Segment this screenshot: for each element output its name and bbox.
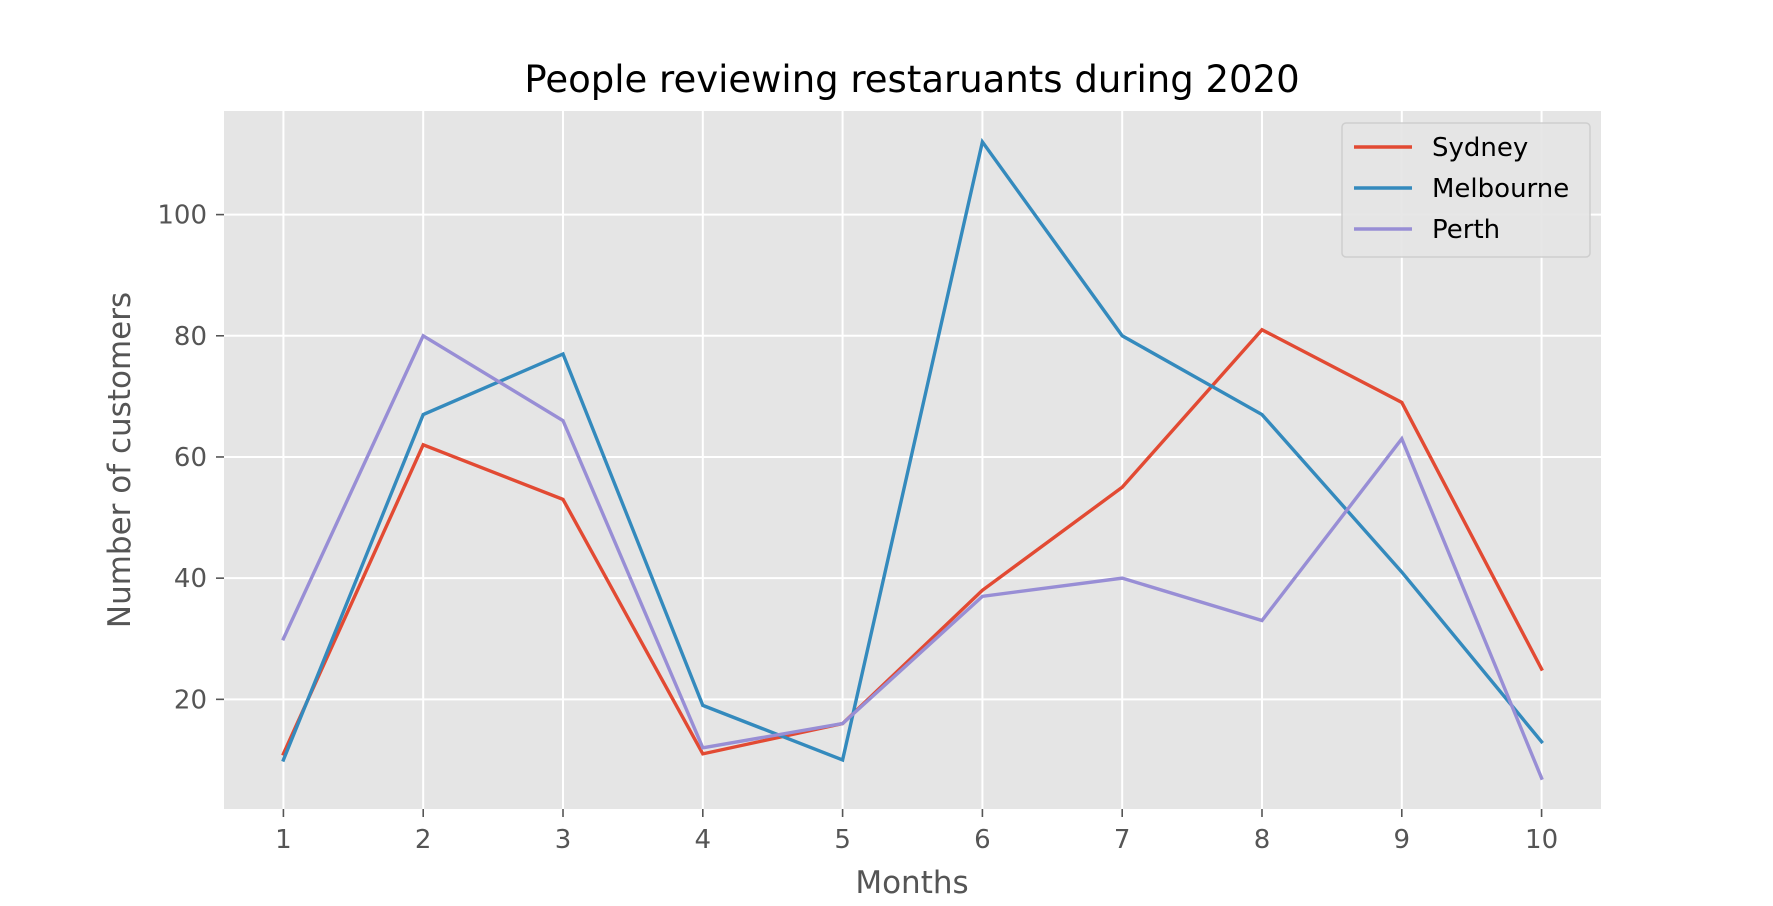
x-tick-label: 9 <box>1394 825 1411 855</box>
x-tick-label: 5 <box>834 825 851 855</box>
x-tick-label: 2 <box>415 825 432 855</box>
legend-entries: Sydney Melbourne Perth <box>1354 133 1569 245</box>
y-tick-label: 20 <box>174 685 207 715</box>
x-tick-label: 1 <box>275 825 292 855</box>
legend-box <box>1341 122 1591 258</box>
x-tick-label: 6 <box>974 825 991 855</box>
y-axis-ticks: 20 40 60 80 100 <box>157 201 224 715</box>
y-tick-label: 60 <box>174 443 207 473</box>
x-tick-label: 3 <box>555 825 572 855</box>
x-tick-label: 10 <box>1525 825 1558 855</box>
y-axis-label: Number of customers <box>102 292 138 628</box>
x-tick-label: 4 <box>695 825 712 855</box>
legend-label-melbourne: Melbourne <box>1432 174 1569 204</box>
legend: Sydney Melbourne Perth <box>1341 122 1591 258</box>
x-axis-ticks: 1 2 3 4 5 6 7 8 9 10 <box>275 809 1558 855</box>
y-tick-label: 80 <box>174 322 207 352</box>
y-tick-label: 40 <box>174 564 207 594</box>
x-tick-label: 8 <box>1254 825 1271 855</box>
series-lines <box>281 137 1544 781</box>
legend-label-perth: Perth <box>1432 215 1500 245</box>
series-line-melbourne <box>281 137 1544 763</box>
x-tick-label: 7 <box>1114 825 1131 855</box>
series-line-perth <box>281 333 1544 781</box>
series-line-sydney <box>281 327 1544 757</box>
chart-title: People reviewing restaruants during 2020 <box>524 58 1299 101</box>
y-tick-label: 100 <box>157 201 207 231</box>
x-axis-label: Months <box>855 865 968 901</box>
legend-label-sydney: Sydney <box>1432 133 1528 163</box>
